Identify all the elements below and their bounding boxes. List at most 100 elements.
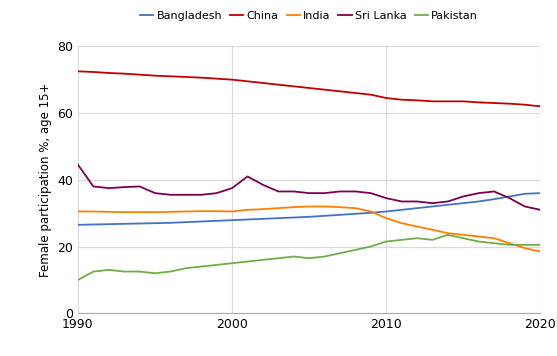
- China: [75, 69, 81, 73]
- Sri Lanka: [537, 208, 544, 212]
- Bangladesh: [275, 216, 282, 220]
- India: [321, 204, 328, 209]
- Line: China: China: [78, 71, 540, 106]
- Bangladesh: [229, 218, 236, 222]
- Sri Lanka: [260, 183, 266, 187]
- India: [398, 221, 405, 225]
- Pakistan: [105, 268, 112, 272]
- Sri Lanka: [336, 189, 343, 194]
- India: [244, 208, 251, 212]
- Y-axis label: Female participation %, age 15+: Female participation %, age 15+: [38, 83, 52, 277]
- Sri Lanka: [306, 191, 312, 195]
- Pakistan: [537, 243, 544, 247]
- India: [75, 209, 81, 214]
- Pakistan: [398, 238, 405, 242]
- China: [121, 72, 128, 76]
- India: [306, 204, 312, 209]
- China: [444, 99, 451, 104]
- Line: Sri Lanka: Sri Lanka: [78, 165, 540, 210]
- Line: India: India: [78, 206, 540, 252]
- Bangladesh: [167, 221, 174, 225]
- Pakistan: [306, 256, 312, 260]
- Sri Lanka: [275, 189, 282, 194]
- India: [105, 210, 112, 214]
- Bangladesh: [398, 208, 405, 212]
- China: [244, 79, 251, 83]
- China: [506, 101, 513, 106]
- Bangladesh: [414, 206, 421, 210]
- China: [183, 75, 189, 79]
- Sri Lanka: [414, 199, 421, 204]
- India: [229, 209, 236, 214]
- Sri Lanka: [152, 191, 158, 195]
- Bangladesh: [506, 194, 513, 199]
- Sri Lanka: [121, 185, 128, 189]
- Bangladesh: [244, 218, 251, 222]
- Sri Lanka: [383, 196, 389, 200]
- Bangladesh: [183, 220, 189, 224]
- Bangladesh: [460, 201, 467, 205]
- China: [136, 73, 143, 77]
- India: [383, 216, 389, 220]
- India: [213, 209, 220, 213]
- Bangladesh: [306, 215, 312, 219]
- Pakistan: [321, 255, 328, 259]
- Sri Lanka: [229, 186, 236, 190]
- Pakistan: [521, 243, 528, 247]
- India: [521, 246, 528, 250]
- Bangladesh: [475, 199, 482, 204]
- Bangladesh: [136, 221, 143, 226]
- Pakistan: [275, 256, 282, 260]
- China: [491, 101, 497, 105]
- Pakistan: [260, 258, 266, 262]
- Pakistan: [414, 236, 421, 240]
- China: [321, 88, 328, 92]
- Pakistan: [244, 260, 251, 264]
- Pakistan: [167, 269, 174, 274]
- Pakistan: [121, 269, 128, 274]
- China: [398, 98, 405, 102]
- Sri Lanka: [321, 191, 328, 195]
- India: [290, 205, 297, 209]
- India: [121, 210, 128, 214]
- Bangladesh: [290, 215, 297, 220]
- Sri Lanka: [491, 189, 497, 194]
- Bangladesh: [90, 222, 97, 227]
- Bangladesh: [152, 221, 158, 225]
- Pakistan: [229, 261, 236, 265]
- Pakistan: [290, 255, 297, 259]
- Pakistan: [444, 233, 451, 237]
- India: [136, 210, 143, 214]
- China: [90, 70, 97, 74]
- China: [429, 99, 436, 104]
- Bangladesh: [491, 197, 497, 201]
- China: [152, 73, 158, 78]
- China: [460, 99, 467, 104]
- Sri Lanka: [75, 163, 81, 167]
- Bangladesh: [368, 211, 374, 215]
- India: [460, 233, 467, 237]
- Pakistan: [491, 241, 497, 245]
- India: [368, 209, 374, 214]
- Sri Lanka: [90, 184, 97, 189]
- Pakistan: [368, 244, 374, 248]
- China: [537, 104, 544, 109]
- Pakistan: [352, 248, 359, 252]
- Pakistan: [506, 243, 513, 247]
- Sri Lanka: [429, 201, 436, 205]
- Pakistan: [383, 239, 389, 244]
- China: [275, 83, 282, 87]
- China: [352, 91, 359, 95]
- Pakistan: [152, 271, 158, 276]
- Pakistan: [213, 263, 220, 267]
- Sri Lanka: [368, 191, 374, 195]
- Bangladesh: [336, 213, 343, 217]
- Sri Lanka: [213, 191, 220, 195]
- India: [414, 224, 421, 229]
- India: [260, 207, 266, 211]
- China: [105, 71, 112, 75]
- China: [383, 96, 389, 100]
- China: [290, 84, 297, 88]
- Bangladesh: [75, 223, 81, 227]
- Bangladesh: [444, 203, 451, 207]
